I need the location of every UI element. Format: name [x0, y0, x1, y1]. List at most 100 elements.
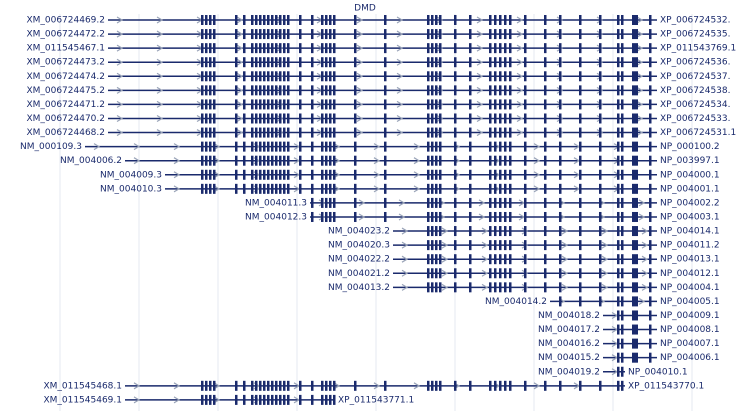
exon — [599, 113, 602, 124]
exon — [311, 85, 314, 96]
exon — [311, 197, 314, 208]
exon — [431, 183, 434, 194]
direction-arrow — [533, 143, 541, 151]
direction-arrow — [596, 100, 604, 108]
exon — [243, 141, 246, 152]
exon — [243, 380, 246, 391]
exon — [509, 254, 512, 265]
exon — [201, 57, 204, 68]
exon — [599, 254, 602, 265]
exon — [435, 211, 438, 222]
exon — [524, 254, 527, 265]
transcript-row: NM_004013.2 NP_004004.1 — [328, 282, 720, 293]
exon — [275, 57, 278, 68]
direction-arrow — [481, 269, 489, 277]
exon — [454, 113, 457, 124]
exon — [504, 29, 507, 40]
exon — [649, 197, 652, 208]
exon — [649, 296, 652, 307]
direction-arrow — [276, 72, 284, 80]
protein-label: XP_006724538. — [660, 86, 731, 96]
exon — [599, 155, 602, 166]
direction-arrow — [213, 382, 221, 390]
direction-arrow — [516, 114, 524, 123]
exon — [251, 141, 254, 152]
exon — [454, 141, 457, 152]
exon — [454, 226, 457, 237]
transcript-row: XM_006724468.2 XP_006724531.1 — [26, 127, 736, 138]
direction-arrow — [436, 30, 444, 38]
direction-arrow — [436, 58, 444, 66]
rna-label: NM_004022.2 — [328, 255, 390, 265]
exon — [469, 29, 472, 40]
exon — [333, 169, 336, 180]
exon — [333, 394, 336, 405]
exon — [431, 197, 434, 208]
exon — [255, 29, 258, 40]
exon — [271, 127, 274, 138]
exon — [279, 43, 282, 54]
exon — [263, 57, 266, 68]
exon — [544, 15, 547, 25]
direction-arrow — [596, 44, 604, 52]
exon — [649, 310, 652, 321]
exon — [267, 394, 270, 405]
exon — [524, 240, 527, 251]
exon — [579, 240, 582, 251]
exon — [213, 183, 216, 194]
exon — [431, 169, 434, 180]
exon — [279, 141, 282, 152]
direction-arrow — [276, 16, 284, 24]
exon — [251, 85, 254, 96]
protein-label: NP_004006.1 — [660, 353, 720, 363]
direction-arrow — [556, 100, 564, 108]
exon — [439, 240, 442, 251]
exon — [251, 127, 254, 138]
rna-label: XM_006724472.2 — [26, 30, 105, 40]
exon — [579, 296, 582, 307]
exon — [509, 169, 512, 180]
exon — [617, 324, 620, 335]
transcript-row: XM_006724472.2 XP_006724535. — [26, 29, 731, 40]
direction-arrow — [636, 58, 644, 66]
exon — [213, 380, 216, 391]
direction-arrow — [441, 269, 449, 277]
exon — [524, 183, 527, 194]
exon — [632, 324, 638, 335]
exon — [243, 127, 246, 138]
exon — [287, 380, 290, 391]
exon — [354, 29, 357, 40]
exon — [454, 29, 457, 40]
exon — [243, 71, 246, 82]
exon — [205, 29, 208, 40]
exon — [329, 85, 332, 96]
exon — [599, 85, 602, 96]
exon — [649, 141, 652, 152]
exon — [439, 282, 442, 293]
direction-arrow — [156, 58, 164, 66]
exon — [544, 254, 547, 265]
exon — [617, 282, 620, 293]
transcript-row: NM_004023.2 NP_004014.1 — [328, 226, 720, 237]
exon — [544, 141, 547, 152]
exon — [469, 197, 472, 208]
direction-arrow — [481, 283, 489, 291]
protein-label: NP_004014.1 — [660, 227, 720, 237]
exon — [621, 43, 624, 54]
exon — [439, 155, 442, 166]
exon — [427, 71, 430, 82]
exon — [329, 43, 332, 54]
exon — [649, 71, 652, 82]
exon — [384, 29, 387, 40]
exon — [504, 169, 507, 180]
exon — [235, 43, 238, 54]
exon — [384, 197, 387, 208]
direction-arrow — [636, 129, 644, 137]
exon — [469, 43, 472, 54]
exon — [621, 324, 624, 335]
direction-arrow — [396, 100, 404, 108]
exon — [632, 296, 638, 307]
exon — [299, 183, 302, 194]
exon — [209, 85, 212, 96]
direction-arrow — [533, 157, 541, 165]
